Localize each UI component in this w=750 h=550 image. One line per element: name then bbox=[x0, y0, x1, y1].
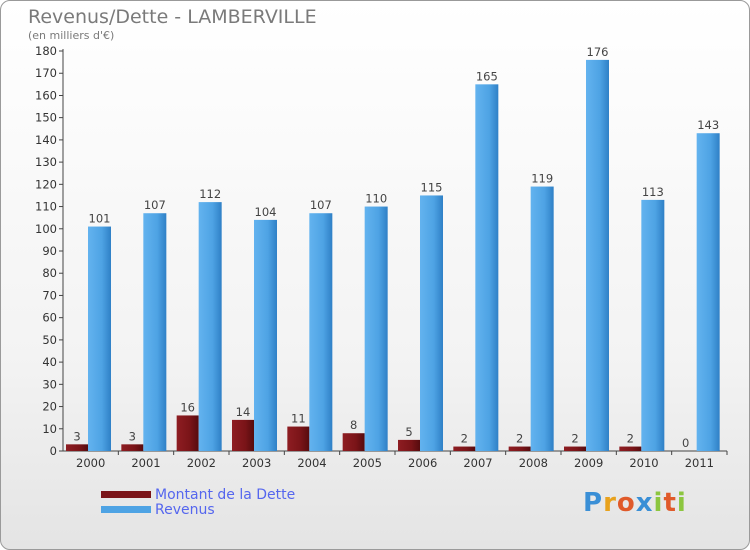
debt-bar bbox=[121, 444, 144, 451]
x-tick-label: 2011 bbox=[685, 456, 714, 470]
debt-value-label: 0 bbox=[682, 436, 689, 450]
y-tick-label: 130 bbox=[35, 155, 57, 169]
chart-subtitle: (en milliers d'€) bbox=[28, 29, 115, 42]
revenue-value-label: 112 bbox=[199, 187, 221, 201]
logo-letter: i bbox=[676, 488, 687, 518]
revenue-bar bbox=[309, 213, 333, 451]
revenue-value-label: 143 bbox=[697, 118, 719, 132]
revenue-value-label: 176 bbox=[587, 45, 609, 59]
x-tick-label: 2004 bbox=[297, 456, 326, 470]
y-tick-label: 100 bbox=[35, 222, 57, 236]
debt-value-label: 2 bbox=[627, 432, 634, 446]
debt-bar bbox=[619, 446, 642, 451]
x-tick-label: 2002 bbox=[187, 456, 216, 470]
y-tick-label: 150 bbox=[35, 111, 57, 125]
debt-bar bbox=[232, 419, 254, 451]
debt-value-label: 16 bbox=[180, 400, 195, 414]
x-tick-label: 2006 bbox=[408, 456, 437, 470]
y-tick-label: 180 bbox=[35, 44, 57, 58]
y-tick-label: 110 bbox=[35, 200, 57, 214]
y-tick-label: 30 bbox=[42, 377, 57, 391]
debt-value-label: 11 bbox=[291, 412, 306, 426]
logo-letter: x bbox=[635, 488, 654, 518]
revenue-bar bbox=[420, 195, 443, 451]
debt-bar bbox=[66, 444, 88, 451]
x-tick-label: 2001 bbox=[131, 456, 160, 470]
revenue-bar bbox=[530, 186, 554, 452]
y-tick-label: 10 bbox=[42, 422, 57, 436]
revenue-value-label: 107 bbox=[310, 198, 332, 212]
legend-item-debt: Montant de la Dette bbox=[101, 486, 296, 503]
debt-value-label: 5 bbox=[405, 425, 412, 439]
debt-value-label: 3 bbox=[129, 429, 136, 443]
logo-letter: i bbox=[653, 488, 664, 518]
revenue-value-label: 107 bbox=[144, 198, 166, 212]
debt-bar bbox=[508, 446, 531, 451]
y-tick-label: 70 bbox=[42, 288, 57, 302]
debt-bar bbox=[398, 439, 420, 451]
debt-bar bbox=[176, 415, 199, 451]
revenue-bar bbox=[198, 202, 222, 451]
revenue-bar bbox=[586, 59, 609, 452]
revenue-bar bbox=[475, 84, 499, 451]
debt-value-label: 2 bbox=[571, 432, 578, 446]
logo-letter: t bbox=[663, 488, 677, 518]
y-tick-label: 80 bbox=[42, 266, 57, 280]
revenue-value-label: 110 bbox=[365, 192, 387, 206]
y-tick-label: 120 bbox=[35, 177, 57, 191]
debt-bar bbox=[564, 446, 586, 451]
legend: Montant de la Dette Revenus bbox=[101, 486, 296, 518]
revenue-bar bbox=[364, 206, 388, 451]
debt-value-label: 14 bbox=[236, 405, 251, 419]
revenue-value-label: 119 bbox=[531, 172, 553, 186]
y-tick-label: 140 bbox=[35, 133, 57, 147]
logo-letter: r bbox=[603, 488, 617, 518]
revenue-value-label: 113 bbox=[642, 185, 664, 199]
legend-label-revenue: Revenus bbox=[155, 501, 215, 518]
x-tick-label: 2009 bbox=[574, 456, 603, 470]
y-tick-label: 40 bbox=[42, 355, 57, 369]
legend-swatch-debt bbox=[101, 491, 151, 498]
revenue-value-label: 101 bbox=[89, 212, 111, 226]
debt-bar bbox=[342, 433, 365, 451]
revenue-bar bbox=[696, 133, 720, 451]
debt-value-label: 2 bbox=[461, 432, 468, 446]
y-tick-label: 50 bbox=[42, 333, 57, 347]
revenue-bar bbox=[254, 219, 277, 451]
debt-value-label: 8 bbox=[350, 418, 357, 432]
chart-title: Revenus/Dette - LAMBERVILLE bbox=[28, 6, 317, 28]
revenue-value-label: 115 bbox=[421, 180, 443, 194]
x-tick-label: 2003 bbox=[242, 456, 271, 470]
legend-swatch-revenue bbox=[101, 506, 151, 513]
revenue-value-label: 104 bbox=[255, 205, 277, 219]
revenue-value-label: 165 bbox=[476, 69, 498, 83]
revenue-bar bbox=[143, 213, 167, 451]
logo-letter: o bbox=[616, 488, 636, 518]
x-tick-label: 2005 bbox=[353, 456, 382, 470]
debt-value-label: 3 bbox=[73, 429, 80, 443]
y-tick-label: 60 bbox=[42, 311, 57, 325]
x-tick-label: 2000 bbox=[76, 456, 105, 470]
x-tick-label: 2008 bbox=[519, 456, 548, 470]
debt-bar bbox=[453, 446, 476, 451]
revenue-bar bbox=[88, 226, 111, 451]
debt-value-label: 2 bbox=[516, 432, 523, 446]
y-tick-label: 0 bbox=[50, 444, 57, 458]
y-tick-label: 90 bbox=[42, 244, 57, 258]
logo-letter: P bbox=[583, 488, 604, 518]
x-tick-label: 2007 bbox=[463, 456, 492, 470]
legend-label-debt: Montant de la Dette bbox=[155, 486, 296, 503]
proxiti-logo[interactable]: Proxiti bbox=[583, 488, 687, 518]
revenue-bar bbox=[641, 199, 665, 451]
x-tick-label: 2010 bbox=[629, 456, 658, 470]
y-tick-label: 160 bbox=[35, 88, 57, 102]
y-tick-label: 170 bbox=[35, 66, 57, 80]
y-tick-label: 20 bbox=[42, 400, 57, 414]
debt-bar bbox=[287, 426, 310, 451]
legend-item-revenue: Revenus bbox=[101, 501, 295, 518]
